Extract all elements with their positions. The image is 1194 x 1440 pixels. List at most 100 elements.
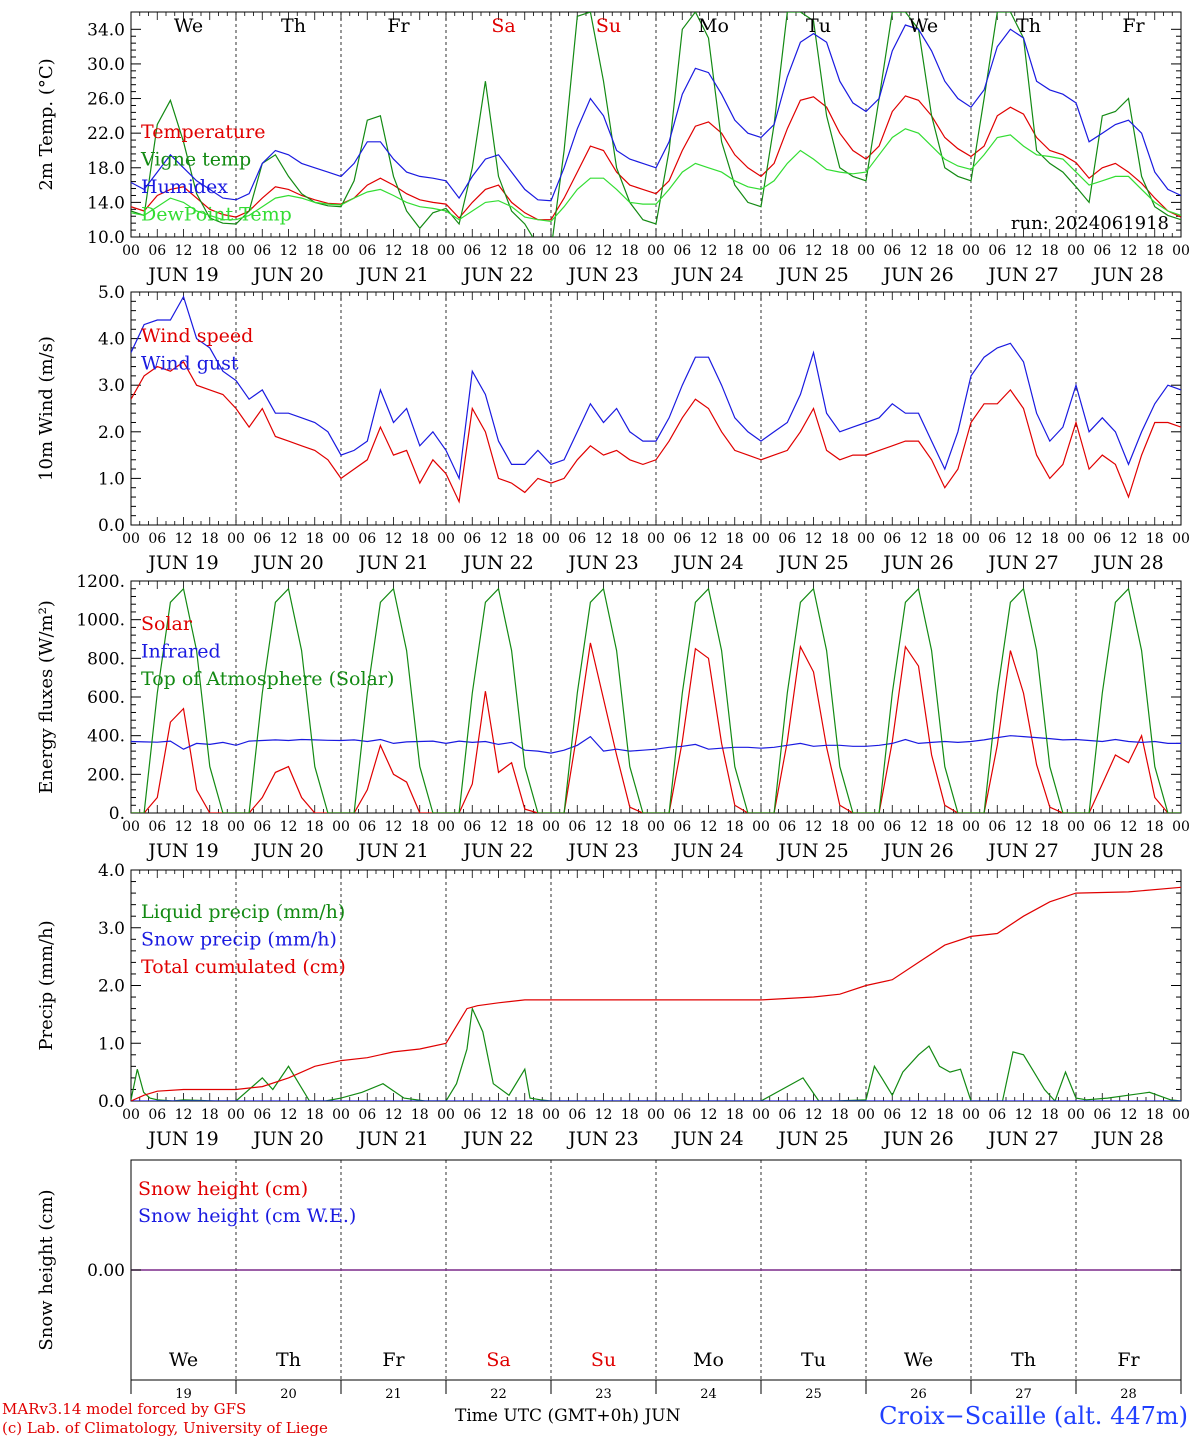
hour-tick-label: 06 xyxy=(778,243,796,259)
hour-tick-label: 18 xyxy=(726,243,744,259)
hour-tick-label: 00 xyxy=(1067,531,1085,547)
day-label: JUN 23 xyxy=(566,264,638,286)
hour-tick-label: 00 xyxy=(647,819,665,835)
hour-tick-label: 18 xyxy=(621,243,639,259)
legend-entry: Liquid precip (mm/h) xyxy=(141,901,345,923)
hour-tick-label: 12 xyxy=(175,1107,193,1123)
panel-energy xyxy=(130,580,1182,814)
hour-tick-label: 00 xyxy=(122,243,140,259)
hour-tick-label: 12 xyxy=(805,531,823,547)
panel-snow xyxy=(130,1159,1182,1394)
day-label: JUN 27 xyxy=(986,840,1058,862)
hour-tick-label: 18 xyxy=(1041,531,1059,547)
hour-tick-label: 00 xyxy=(542,531,560,547)
hour-tick-label: 06 xyxy=(883,243,901,259)
y-tick-label: 0.0 xyxy=(98,1092,125,1112)
hour-tick-label: 06 xyxy=(988,819,1006,835)
weekday-label: We xyxy=(169,1349,198,1371)
hour-tick-label: 00 xyxy=(437,1107,455,1123)
series-group xyxy=(131,587,1181,813)
day-label: JUN 28 xyxy=(1091,264,1163,286)
hour-tick-label: 06 xyxy=(148,243,166,259)
legend-entry: Snow height (cm) xyxy=(138,1178,308,1200)
weekday-label: Fr xyxy=(382,1349,405,1371)
hour-tick-label: 00 xyxy=(1172,243,1190,259)
day-label: JUN 21 xyxy=(356,840,428,862)
hour-tick-label: 06 xyxy=(778,819,796,835)
hour-tick-label: 00 xyxy=(962,1107,980,1123)
y-tick-label: 2.0 xyxy=(98,423,125,443)
day-label: JUN 26 xyxy=(881,264,953,286)
day-label: JUN 28 xyxy=(1091,1128,1163,1150)
day-label: JUN 28 xyxy=(1091,840,1163,862)
hour-tick-label: 06 xyxy=(1093,243,1111,259)
hour-tick-label: 12 xyxy=(805,1107,823,1123)
legend-entry: Snow height (cm W.E.) xyxy=(138,1205,356,1227)
hour-tick-label: 18 xyxy=(726,1107,744,1123)
hour-tick-label: 06 xyxy=(358,819,376,835)
day-label: JUN 19 xyxy=(146,552,218,574)
weekday-label: Mo xyxy=(693,1349,724,1371)
weekday-label: Th xyxy=(276,1349,301,1371)
hour-tick-label: 18 xyxy=(516,1107,534,1123)
hour-tick-label: 00 xyxy=(542,1107,560,1123)
hour-tick-label: 00 xyxy=(332,243,350,259)
day-label: JUN 24 xyxy=(671,840,743,862)
hour-tick-label: 18 xyxy=(306,531,324,547)
day-label: JUN 21 xyxy=(356,552,428,574)
series-line-infrared xyxy=(131,735,1181,754)
hour-tick-label: 18 xyxy=(516,531,534,547)
day-number-label: 26 xyxy=(910,1387,927,1402)
day-label: JUN 27 xyxy=(986,1128,1058,1150)
run-label: run: 2024061918 xyxy=(1011,213,1169,234)
hour-tick-label: 06 xyxy=(778,531,796,547)
hour-tick-label: 06 xyxy=(673,819,691,835)
hour-tick-label: 18 xyxy=(936,819,954,835)
weekday-label: Sa xyxy=(486,1349,510,1371)
hour-tick-label: 00 xyxy=(122,1107,140,1123)
credit-line-1: MARv3.14 model forced by GFS xyxy=(2,1400,247,1418)
hour-tick-label: 18 xyxy=(1146,819,1164,835)
series-line-top-of-atmosphere-solar- xyxy=(131,587,1181,813)
hour-tick-label: 06 xyxy=(1093,531,1111,547)
hour-tick-label: 18 xyxy=(201,531,219,547)
day-label: JUN 22 xyxy=(461,264,533,286)
day-label: JUN 22 xyxy=(461,840,533,862)
hour-tick-label: 00 xyxy=(1172,1107,1190,1123)
y-tick-label: 18.0 xyxy=(87,159,125,179)
hour-tick-label: 18 xyxy=(516,243,534,259)
series-line-vigne-temp xyxy=(131,12,1181,237)
hour-tick-label: 00 xyxy=(332,819,350,835)
y-tick-label: 0. xyxy=(109,804,125,824)
y-tick-label: 800. xyxy=(87,649,125,669)
hour-tick-label: 12 xyxy=(175,243,193,259)
hour-tick-label: 18 xyxy=(201,1107,219,1123)
y-tick-label: 1.0 xyxy=(98,1034,125,1054)
hour-tick-label: 12 xyxy=(595,243,613,259)
day-label: JUN 25 xyxy=(776,1128,848,1150)
hour-tick-label: 00 xyxy=(857,243,875,259)
day-label: JUN 27 xyxy=(986,552,1058,574)
panel-wind xyxy=(130,291,1182,526)
y-tick-label: 200. xyxy=(87,765,125,785)
hour-tick-label: 12 xyxy=(1015,531,1033,547)
hour-tick-label: 12 xyxy=(1120,819,1138,835)
hour-tick-label: 12 xyxy=(280,531,298,547)
hour-tick-label: 06 xyxy=(568,531,586,547)
hour-tick-label: 12 xyxy=(490,243,508,259)
hour-tick-label: 00 xyxy=(542,243,560,259)
day-label: JUN 19 xyxy=(146,264,218,286)
y-tick-label: 4.0 xyxy=(98,861,125,881)
hour-tick-label: 18 xyxy=(411,531,429,547)
day-number-label: 22 xyxy=(490,1387,507,1402)
hour-tick-label: 06 xyxy=(148,1107,166,1123)
day-label: JUN 20 xyxy=(251,264,323,286)
series-line-humidex xyxy=(131,24,1181,202)
hour-tick-label: 06 xyxy=(463,531,481,547)
hour-tick-label: 12 xyxy=(385,819,403,835)
day-label: JUN 20 xyxy=(251,552,323,574)
hour-tick-label: 12 xyxy=(385,531,403,547)
panel-precip xyxy=(130,869,1182,1102)
series-line-total-cumulated-cm- xyxy=(131,886,1181,1101)
weekday-label: Th xyxy=(1011,1349,1036,1371)
